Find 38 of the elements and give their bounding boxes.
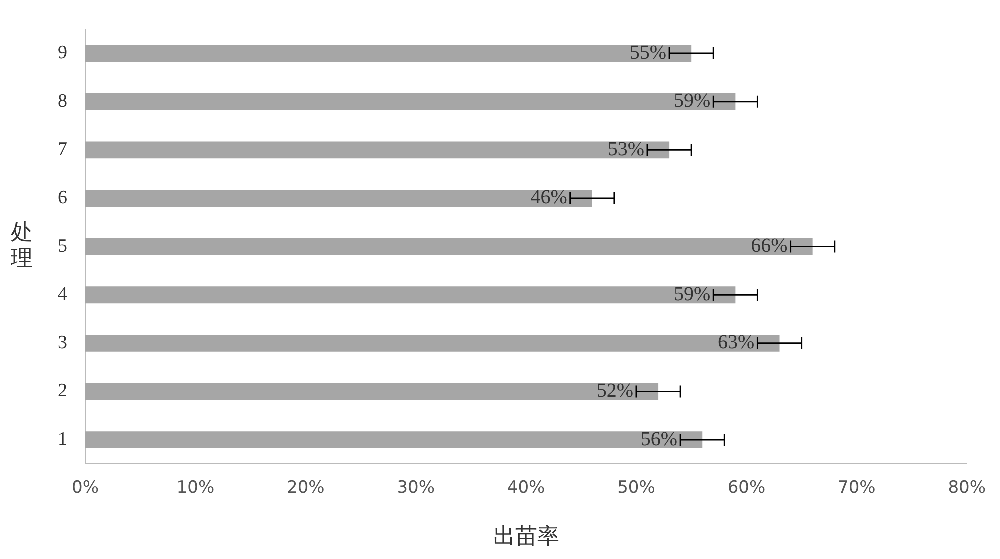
bar xyxy=(86,432,703,448)
bar xyxy=(86,142,670,159)
y-tick-label: 1 xyxy=(58,429,68,450)
y-tick-label: 2 xyxy=(58,380,68,402)
data-label: 59% xyxy=(674,90,711,112)
x-tick-label: 60% xyxy=(728,478,766,498)
y-tick-label: 6 xyxy=(58,187,68,208)
x-tick-label: 40% xyxy=(507,478,546,498)
bar xyxy=(86,334,780,352)
y-tick-label: 5 xyxy=(58,236,68,257)
bar xyxy=(86,383,659,400)
y-tick-label: 9 xyxy=(58,42,68,64)
y-tick-label: 4 xyxy=(58,284,68,306)
x-tick-label: 80% xyxy=(948,478,986,498)
bar xyxy=(86,190,592,207)
bar xyxy=(86,45,692,62)
bar xyxy=(86,286,736,304)
bar xyxy=(86,93,736,110)
data-label: 53% xyxy=(608,138,645,160)
data-label: 66% xyxy=(751,235,788,258)
y-axis-title: 处理 xyxy=(11,220,33,272)
x-tick-label: 20% xyxy=(287,478,325,498)
y-tick-label: 7 xyxy=(58,139,68,160)
x-tick-label: 70% xyxy=(838,478,876,498)
x-tick-label: 10% xyxy=(176,478,215,498)
data-label: 59% xyxy=(674,283,711,306)
y-tick-label: 3 xyxy=(58,332,68,354)
bar xyxy=(86,238,813,256)
y-tick-label: 8 xyxy=(58,90,68,112)
data-label: 55% xyxy=(630,42,667,64)
data-label: 56% xyxy=(640,428,678,450)
x-axis-title: 出苗率 xyxy=(493,524,560,550)
data-label: 63% xyxy=(718,332,755,354)
data-label: 46% xyxy=(530,186,568,209)
x-tick-label: 0% xyxy=(72,478,99,498)
x-tick-label: 50% xyxy=(618,478,656,498)
data-label: 52% xyxy=(596,380,634,402)
x-tick-label: 30% xyxy=(397,478,435,498)
